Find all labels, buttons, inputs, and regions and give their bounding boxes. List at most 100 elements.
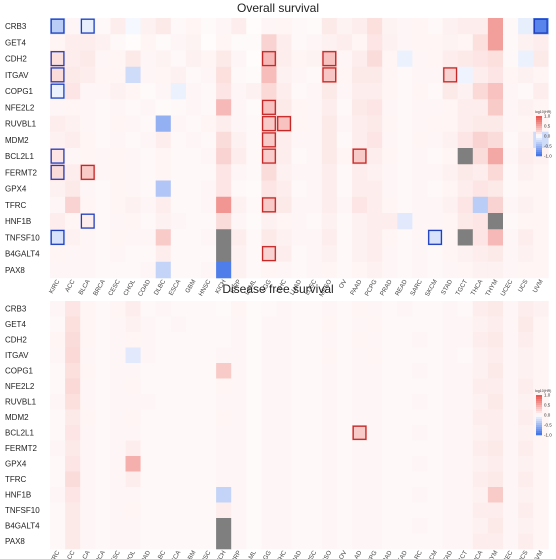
heatmap-cell (397, 440, 413, 457)
heatmap-cell (185, 18, 202, 35)
heatmap-cell (533, 99, 549, 116)
heatmap-cell (110, 518, 126, 534)
heatmap-cell (291, 66, 307, 84)
protective-highlight-box (50, 148, 65, 164)
heatmap-cell (336, 196, 353, 214)
heatmap-cell (457, 180, 474, 198)
heatmap-cell (352, 213, 368, 230)
heatmap-cell (201, 99, 217, 116)
colorbar-swatch (536, 124, 542, 127)
heatmap-cell (170, 518, 187, 534)
heatmap-cell (80, 99, 96, 116)
heatmap-cell (276, 316, 292, 333)
colorbar-swatch (536, 405, 542, 408)
risk-highlight-box (261, 246, 276, 262)
heatmap-cell (125, 229, 141, 246)
heatmap-cell (185, 316, 202, 333)
risk-highlight-box (352, 425, 367, 440)
heatmap-cell (261, 131, 277, 149)
heatmap-cell (125, 363, 141, 379)
heatmap-cell (261, 316, 277, 333)
heatmap-cell (65, 301, 81, 317)
heatmap-cell (231, 378, 247, 395)
row-label: GPX4 (5, 460, 27, 469)
heatmap-cell (442, 456, 458, 472)
heatmap-cell (140, 301, 156, 317)
heatmap-cell (80, 148, 96, 165)
heatmap-cell (170, 471, 187, 488)
heatmap-cell (291, 487, 307, 503)
heatmap-cell (367, 533, 383, 550)
heatmap-cell (457, 50, 474, 68)
heatmap-cell (95, 83, 111, 100)
heatmap-cell (472, 164, 489, 181)
heatmap-cell (110, 99, 126, 116)
heatmap-cell (306, 316, 323, 333)
heatmap-cell (306, 471, 323, 488)
row-label: FERMT2 (5, 168, 38, 177)
heatmap-cell (276, 245, 292, 263)
heatmap-cell (216, 180, 232, 198)
heatmap-cell (472, 533, 489, 550)
heatmap-cell (65, 34, 81, 51)
heatmap-cell (80, 440, 96, 457)
heatmap-cell (397, 99, 413, 116)
column-label: PRAD (379, 549, 394, 559)
heatmap-cell (457, 518, 474, 534)
heatmap-cell (367, 164, 383, 181)
colorbar-tick-label: 0.5 (544, 403, 551, 408)
colorbar-swatch (536, 413, 542, 416)
heatmap-cell (50, 148, 66, 165)
heatmap-cell (95, 164, 111, 181)
heatmap-cell (427, 409, 443, 426)
heatmap-cell (427, 180, 443, 198)
heatmap-cell (367, 213, 383, 230)
heatmap-cell (65, 487, 81, 503)
row-label: NFE2L2 (5, 382, 35, 391)
column-label: CHOL (122, 278, 137, 297)
column-label: BRCA (92, 549, 107, 559)
heatmap-cell (487, 363, 504, 379)
heatmap-cell (110, 378, 126, 395)
heatmap-cell (140, 409, 156, 426)
heatmap-cell (185, 301, 202, 317)
heatmap-cell (503, 502, 519, 519)
heatmap-cell (533, 533, 549, 550)
disease-free-survival-colorbar: log10(HR)1.0 0.5 0.0 -0.5 -1.0 (535, 389, 552, 438)
heatmap-cell (533, 440, 549, 457)
overall-survival-heatmap: CRB3 GET4 CDH2 ITGAV COPG1 NFE2L2 RUVBL1 MDM2 BC… (5, 18, 549, 298)
heatmap-cell (427, 131, 443, 149)
heatmap-cell (412, 518, 428, 534)
heatmap-cell (487, 394, 504, 410)
heatmap-cell (442, 66, 458, 84)
heatmap-cell (352, 50, 368, 68)
heatmap-cell (367, 347, 383, 364)
heatmap-cell (306, 196, 323, 214)
heatmap-cell (442, 332, 458, 348)
heatmap-cell (503, 425, 519, 441)
heatmap-cell (110, 66, 126, 84)
heatmap-cell (65, 115, 81, 133)
heatmap-cell (427, 471, 443, 488)
row-label: NFE2L2 (5, 103, 35, 112)
heatmap-cell (140, 518, 156, 534)
heatmap-cell (140, 180, 156, 198)
heatmap-cell (336, 316, 353, 333)
heatmap-cell (261, 347, 277, 364)
heatmap-cell (412, 261, 428, 279)
row-label: RUVBL1 (5, 120, 37, 129)
protective-highlight-box (80, 213, 95, 229)
heatmap-cell (125, 66, 141, 84)
heatmap-cell (336, 487, 353, 503)
heatmap-cell (231, 18, 247, 35)
heatmap-cell (185, 180, 202, 198)
heatmap-cell (321, 347, 338, 364)
heatmap-cell (231, 83, 247, 100)
heatmap-cell (276, 229, 292, 246)
heatmap-cell (170, 261, 187, 279)
heatmap-cell (382, 180, 398, 198)
heatmap-cell (170, 378, 187, 395)
heatmap-cell (65, 409, 81, 426)
heatmap-cell (382, 518, 398, 534)
heatmap-cell (487, 83, 504, 100)
